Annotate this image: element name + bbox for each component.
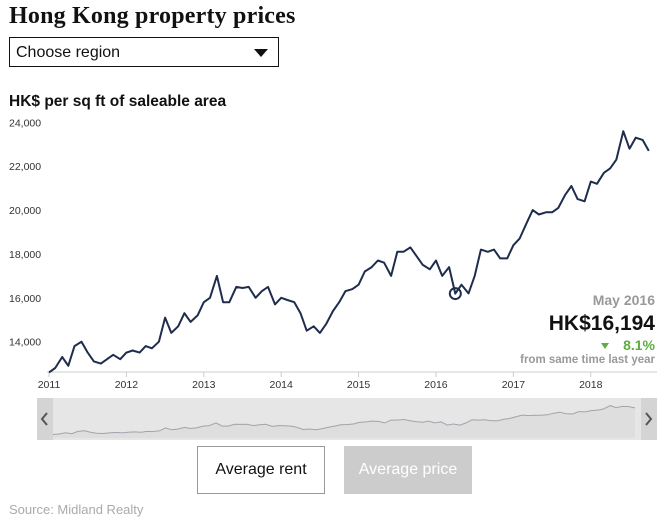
x-tick-label: 2014 — [270, 379, 294, 391]
page-title: Hong Kong property prices — [9, 3, 296, 29]
navigator-left-button[interactable] — [37, 398, 53, 440]
price-chart: 24,000 22,000 20,000 18,000 16,000 14,000 201… — [9, 117, 657, 440]
y-tick-label: 18,000 — [9, 249, 41, 261]
y-tick-label: 16,000 — [9, 293, 41, 305]
region-select-value: Choose region — [16, 44, 121, 61]
highlight-marker[interactable] — [448, 287, 462, 301]
caret-down-icon — [254, 49, 268, 57]
triangle-down-icon — [601, 343, 609, 349]
chevron-right-icon — [645, 412, 653, 426]
x-tick-label: 2018 — [579, 379, 603, 391]
y-axis-label: HK$ per sq ft of saleable area — [9, 93, 227, 110]
price-line — [48, 130, 650, 374]
navigator-line — [52, 405, 636, 435]
navigator-right-button[interactable] — [641, 398, 657, 440]
annotation-change-pct: 8.1% — [623, 337, 655, 353]
y-tick-label: 20,000 — [9, 205, 41, 217]
y-tick-label: 22,000 — [9, 161, 41, 173]
region-select[interactable]: Choose region — [9, 37, 279, 67]
chevron-left-icon — [40, 412, 48, 426]
annotation-price: HK$16,194 — [549, 312, 656, 335]
average-price-button[interactable]: Average price — [344, 446, 472, 494]
y-tick-label: 24,000 — [9, 117, 41, 129]
source-note: Source: Midland Realty — [9, 502, 144, 517]
annotation-date: May 2016 — [593, 292, 655, 308]
x-tick-label: 2017 — [502, 379, 526, 391]
x-tick-label: 2011 — [38, 379, 61, 391]
x-tick-label: 2016 — [424, 379, 448, 391]
navigator-area — [53, 405, 635, 438]
average-rent-button[interactable]: Average rent — [197, 446, 325, 494]
annotation-change-note: from same time last year — [520, 354, 655, 366]
x-tick-label: 2012 — [115, 379, 139, 391]
x-tick-label: 2013 — [192, 379, 216, 391]
x-tick-label: 2015 — [347, 379, 371, 391]
y-tick-label: 14,000 — [9, 337, 41, 349]
